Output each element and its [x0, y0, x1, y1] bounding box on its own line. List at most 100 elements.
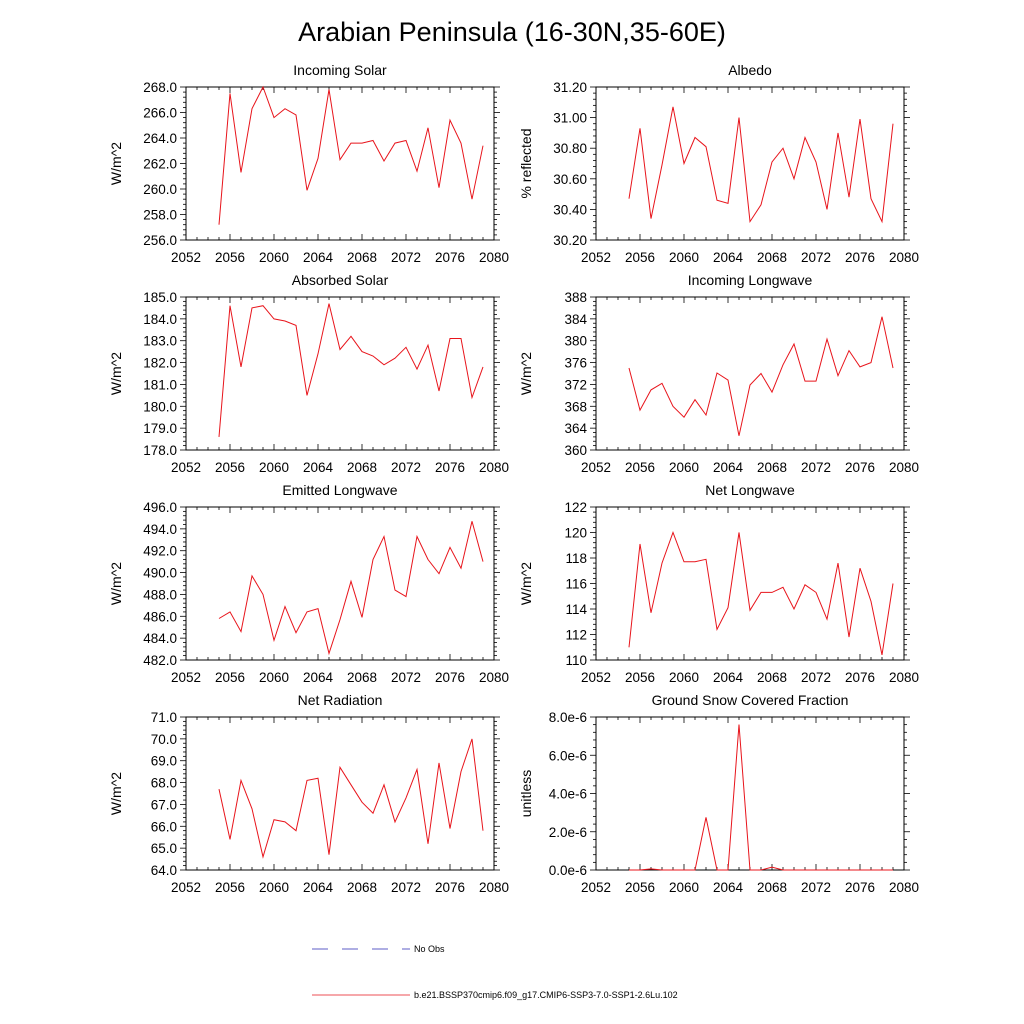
y-tick-label: 66.0 [151, 819, 177, 834]
x-tick-label: 2068 [347, 460, 377, 475]
x-tick-label: 2072 [801, 880, 831, 895]
y-tick-label: 488.0 [143, 587, 177, 602]
y-tick-label: 178.0 [143, 443, 177, 458]
x-tick-label: 2068 [757, 670, 787, 685]
x-tick-label: 2052 [171, 250, 201, 265]
y-tick-label: 116 [565, 577, 587, 592]
plot-frame [185, 716, 495, 871]
y-tick-label: 376 [564, 356, 587, 371]
y-tick-label: 180.0 [143, 399, 177, 414]
y-tick-label: 4.0e-6 [549, 787, 587, 802]
y-tick-label: 262.0 [143, 157, 177, 172]
y-tick-label: 368 [564, 399, 587, 414]
y-tick-label: 6.0e-6 [549, 748, 587, 763]
y-tick-label: 112 [565, 628, 587, 643]
y-tick-label: 258.0 [143, 208, 177, 223]
x-tick-label: 2072 [801, 460, 831, 475]
y-tick-label: 364 [564, 421, 587, 436]
plot-frame [595, 716, 905, 871]
panel-5: Net Longwave 2052 2056 2060 2064 2068 2072 2076… [518, 482, 919, 685]
x-tick-label: 2076 [845, 250, 875, 265]
panel-6: Net Radiation 2052 2056 2060 2064 2068 2072 207… [108, 692, 509, 895]
y-axis-label: W/m^2 [518, 352, 534, 395]
series-line [218, 738, 484, 859]
panels-group: Incoming Solar 2052 2056 2060 2064 2068 2072 20… [108, 62, 919, 895]
y-axis-label: % reflected [518, 128, 534, 198]
series-line [628, 316, 894, 436]
y-tick-label: 68.0 [151, 776, 177, 791]
x-tick-label: 2072 [391, 880, 421, 895]
x-tick-label: 2056 [625, 880, 655, 895]
y-tick-label: 70.0 [151, 732, 177, 747]
x-tick-label: 2060 [669, 460, 699, 475]
y-tick-label: 71.0 [151, 710, 177, 725]
y-tick-label: 120 [564, 526, 587, 541]
y-tick-label: 496.0 [143, 500, 177, 515]
x-tick-label: 2056 [215, 670, 245, 685]
panel-title: Incoming Solar [293, 62, 387, 78]
x-tick-label: 2064 [303, 460, 334, 475]
y-tick-label: 183.0 [143, 334, 177, 349]
x-tick-label: 2080 [889, 880, 919, 895]
y-tick-label: 181.0 [143, 377, 177, 392]
x-tick-label: 2068 [347, 670, 377, 685]
y-tick-label: 114 [565, 602, 587, 617]
y-tick-label: 65.0 [151, 841, 177, 856]
x-tick-label: 2060 [669, 250, 699, 265]
y-axis-label: W/m^2 [108, 142, 124, 185]
y-axis-label: W/m^2 [108, 562, 124, 605]
y-tick-label: 372 [564, 377, 587, 392]
series-line [218, 85, 484, 225]
x-tick-label: 2064 [303, 670, 334, 685]
panel-title: Net Radiation [298, 692, 383, 708]
x-tick-label: 2052 [581, 670, 611, 685]
legend-no-obs-label: No Obs [414, 944, 445, 954]
legend: No Obs b.e21.BSSP370cmip6.f09_g17.CMIP6-… [312, 944, 678, 1000]
y-tick-label: 8.0e-6 [549, 710, 587, 725]
x-tick-label: 2072 [801, 670, 831, 685]
x-tick-label: 2076 [435, 460, 465, 475]
figure-title: Arabian Peninsula (16-30N,35-60E) [298, 17, 726, 47]
y-tick-label: 69.0 [151, 754, 177, 769]
x-tick-label: 2080 [889, 670, 919, 685]
panel-title: Absorbed Solar [292, 272, 389, 288]
panel-title: Albedo [728, 62, 772, 78]
x-tick-label: 2076 [435, 250, 465, 265]
x-tick-label: 2068 [347, 880, 377, 895]
x-tick-label: 2064 [713, 250, 744, 265]
y-tick-label: 2.0e-6 [549, 825, 587, 840]
y-tick-label: 30.60 [553, 172, 587, 187]
x-tick-label: 2060 [259, 460, 289, 475]
x-tick-label: 2076 [845, 880, 875, 895]
y-tick-label: 482.0 [143, 653, 177, 668]
y-tick-label: 30.40 [553, 202, 587, 217]
panel-7: Ground Snow Covered Fraction 2052 2056 2060… [518, 692, 919, 895]
y-tick-label: 484.0 [143, 631, 177, 646]
y-tick-label: 31.20 [553, 80, 587, 95]
x-tick-label: 2052 [581, 460, 611, 475]
x-tick-label: 2076 [435, 670, 465, 685]
y-tick-label: 256.0 [143, 233, 177, 248]
plot-frame [595, 296, 905, 451]
x-tick-label: 2072 [801, 250, 831, 265]
x-tick-label: 2052 [171, 670, 201, 685]
y-tick-label: 384 [564, 312, 587, 327]
y-tick-label: 388 [564, 290, 587, 305]
x-tick-label: 2052 [581, 250, 611, 265]
x-tick-label: 2056 [625, 250, 655, 265]
x-tick-label: 2080 [479, 460, 509, 475]
x-tick-label: 2064 [303, 880, 334, 895]
legend-model-label: b.e21.BSSP370cmip6.f09_g17.CMIP6-SSP3-7.… [414, 990, 678, 1000]
x-tick-label: 2056 [215, 250, 245, 265]
y-tick-label: 486.0 [143, 609, 177, 624]
y-tick-label: 122 [564, 500, 587, 515]
y-tick-label: 67.0 [151, 797, 177, 812]
panel-title: Net Longwave [705, 482, 795, 498]
x-tick-label: 2060 [259, 670, 289, 685]
y-axis-label: W/m^2 [518, 562, 534, 605]
panel-title: Emitted Longwave [282, 482, 397, 498]
x-tick-label: 2056 [625, 460, 655, 475]
x-tick-label: 2068 [347, 250, 377, 265]
y-tick-label: 264.0 [143, 131, 177, 146]
y-tick-label: 0.0e-6 [549, 863, 587, 878]
